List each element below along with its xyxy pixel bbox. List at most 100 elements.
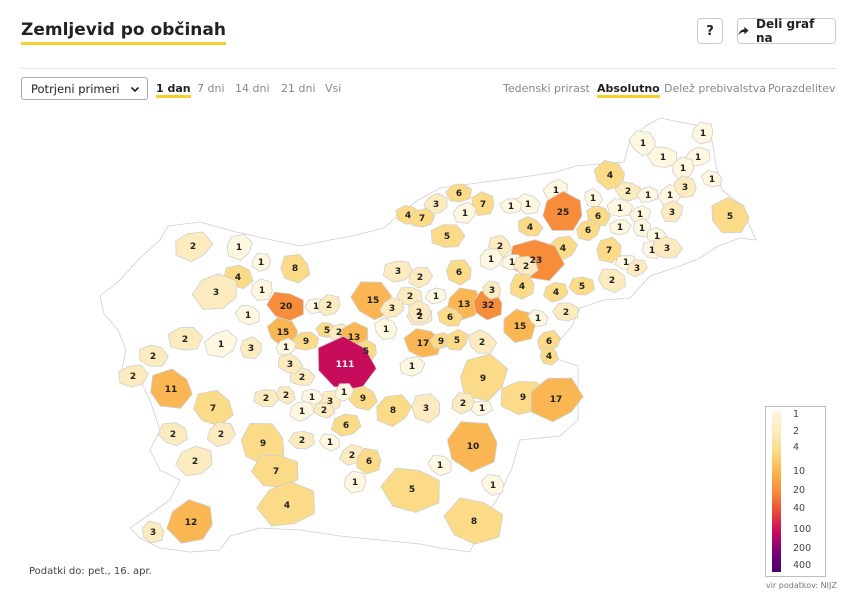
- municipality-region[interactable]: [596, 236, 622, 264]
- municipality-region[interactable]: [609, 219, 632, 236]
- municipality-region[interactable]: [175, 231, 214, 263]
- municipality-region[interactable]: [467, 329, 498, 354]
- municipality-region[interactable]: [251, 454, 299, 489]
- municipality-region[interactable]: [423, 192, 448, 215]
- municipality-region[interactable]: [408, 207, 436, 228]
- municipality-region[interactable]: [446, 421, 498, 473]
- municipality-region[interactable]: [452, 201, 477, 224]
- metric-select[interactable]: Potrjeni primeri: [21, 77, 148, 100]
- municipality-region[interactable]: [660, 200, 684, 223]
- municipality-region[interactable]: [512, 255, 539, 278]
- help-button[interactable]: ?: [697, 18, 723, 44]
- municipality-region[interactable]: [167, 326, 204, 351]
- municipality-region[interactable]: [300, 388, 324, 405]
- municipality-region[interactable]: [150, 368, 193, 409]
- municipality-region[interactable]: [626, 259, 648, 278]
- municipality-region[interactable]: [312, 402, 336, 419]
- municipality-region[interactable]: [275, 386, 296, 405]
- municipality-region[interactable]: [584, 188, 604, 208]
- municipality-region[interactable]: [408, 300, 431, 323]
- tab-mode-share[interactable]: Delež prebivalstva: [664, 82, 767, 95]
- municipality-region[interactable]: [175, 445, 213, 477]
- municipality-region[interactable]: [343, 470, 367, 494]
- municipality-region[interactable]: [437, 306, 463, 327]
- municipality-region[interactable]: [471, 191, 495, 217]
- tab-period-2[interactable]: 7 dni: [197, 82, 225, 95]
- municipality-region[interactable]: [234, 304, 260, 326]
- municipality-region[interactable]: [251, 252, 272, 272]
- municipality-region[interactable]: [480, 473, 504, 497]
- municipality-region[interactable]: [427, 454, 452, 477]
- municipality-region[interactable]: [424, 287, 447, 305]
- municipality-region[interactable]: [240, 422, 285, 467]
- municipality-region[interactable]: [376, 394, 413, 428]
- municipality-region[interactable]: [539, 346, 559, 366]
- municipality-region[interactable]: [256, 481, 316, 527]
- municipality-region[interactable]: [543, 282, 569, 303]
- municipality-region[interactable]: [700, 170, 723, 188]
- municipality-region[interactable]: [552, 302, 579, 322]
- municipality-region[interactable]: [318, 433, 341, 452]
- share-button[interactable]: Deli graf na: [737, 17, 836, 45]
- municipality-region[interactable]: [348, 385, 378, 411]
- municipality-region[interactable]: [330, 413, 362, 437]
- tab-period-1[interactable]: 1 dan: [156, 82, 191, 98]
- tab-mode-absolute[interactable]: Absolutno: [597, 82, 660, 98]
- municipality-region[interactable]: [316, 294, 341, 317]
- municipality-region[interactable]: [652, 236, 684, 259]
- municipality-region[interactable]: [459, 353, 508, 402]
- tab-mode-weekly[interactable]: Tedenski prirast: [503, 82, 590, 95]
- municipality-region[interactable]: [606, 198, 634, 217]
- tab-mode-distribution[interactable]: Porazdelitev: [768, 82, 836, 95]
- municipality-region[interactable]: [239, 336, 262, 360]
- municipality-region[interactable]: [250, 278, 273, 302]
- municipality-region[interactable]: [482, 280, 501, 300]
- tab-period-3[interactable]: 14 dni: [235, 82, 270, 95]
- municipality-region[interactable]: [673, 175, 697, 199]
- municipality-region[interactable]: [499, 198, 523, 214]
- municipality-region[interactable]: [530, 377, 584, 423]
- municipality-region[interactable]: [399, 355, 426, 377]
- municipality-region[interactable]: [403, 328, 443, 358]
- municipality-region[interactable]: [503, 308, 536, 344]
- municipality-region[interactable]: [517, 216, 544, 237]
- municipality-region[interactable]: [443, 497, 504, 545]
- municipality-region[interactable]: [629, 205, 651, 223]
- municipality-region[interactable]: [288, 430, 316, 450]
- municipality-region[interactable]: [633, 218, 652, 238]
- municipality-region[interactable]: [203, 329, 238, 358]
- municipality-region[interactable]: [382, 260, 414, 283]
- municipality-region[interactable]: [166, 499, 213, 544]
- municipality-region[interactable]: [157, 422, 188, 447]
- municipality-region[interactable]: [445, 183, 472, 203]
- municipality-region[interactable]: [691, 121, 714, 145]
- municipality-region[interactable]: [527, 309, 549, 328]
- municipality-region[interactable]: [510, 273, 535, 300]
- municipality-region[interactable]: [711, 197, 750, 234]
- municipality-region[interactable]: [379, 296, 404, 319]
- municipality-region[interactable]: [193, 389, 234, 427]
- municipality-region[interactable]: [253, 389, 280, 407]
- municipality-region[interactable]: [657, 183, 681, 206]
- municipality-region[interactable]: [280, 253, 311, 284]
- municipality-region[interactable]: [470, 400, 493, 417]
- municipality-region[interactable]: [374, 317, 398, 341]
- municipality-region[interactable]: [141, 520, 165, 544]
- municipality-region[interactable]: [118, 364, 149, 388]
- municipality-region[interactable]: [191, 273, 238, 310]
- municipality-region[interactable]: [411, 393, 441, 424]
- municipality-region[interactable]: [445, 259, 472, 286]
- municipality-region[interactable]: [356, 447, 382, 475]
- municipality-region[interactable]: [380, 467, 440, 513]
- municipality-region[interactable]: [451, 392, 475, 415]
- municipality-region[interactable]: [444, 328, 469, 351]
- municipality-region[interactable]: [206, 421, 236, 448]
- municipality-region[interactable]: [139, 344, 169, 368]
- tab-period-4[interactable]: 21 dni: [281, 82, 316, 95]
- municipality-region[interactable]: [576, 218, 601, 242]
- municipality-region[interactable]: [628, 130, 656, 156]
- municipality-region[interactable]: [542, 190, 583, 231]
- municipality-region[interactable]: [408, 266, 434, 289]
- tab-period-5[interactable]: Vsi: [325, 82, 342, 95]
- municipality-region[interactable]: [226, 234, 253, 261]
